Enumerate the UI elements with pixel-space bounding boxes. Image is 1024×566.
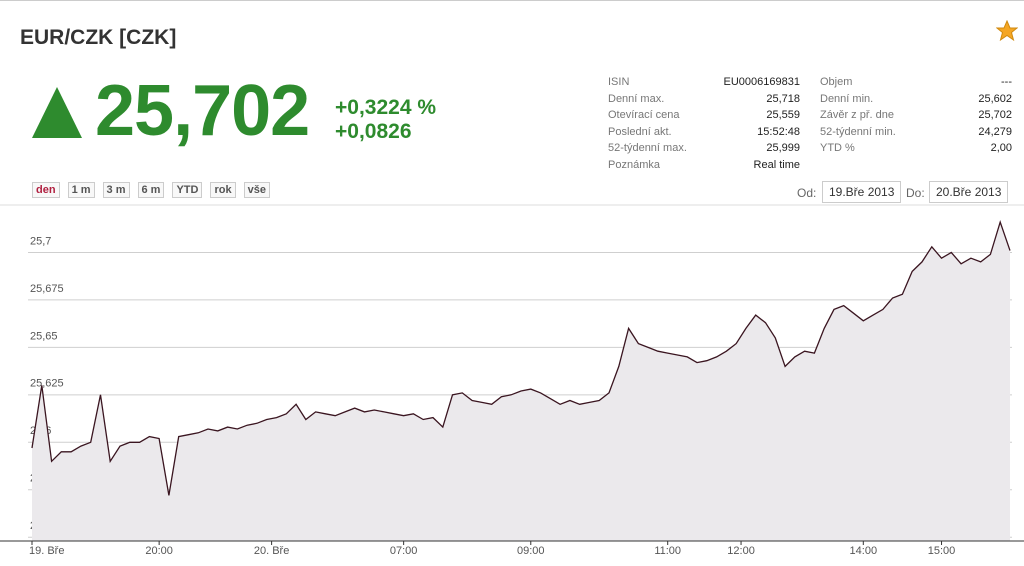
info-row: Poznámka Real time xyxy=(608,157,1012,174)
info-label: Poslední akt. xyxy=(608,125,672,138)
price: 25,702 xyxy=(95,71,310,151)
info-row: Poslední akt. 15:52:48 52-týdenní min. 24,2… xyxy=(608,124,1012,141)
range-button[interactable]: vše xyxy=(243,182,270,198)
y-tick-label: 25,65 xyxy=(30,330,58,342)
x-tick-label: 15:00 xyxy=(928,545,956,557)
up-arrow xyxy=(32,87,82,138)
info-label: YTD % xyxy=(820,142,855,155)
info-label: 52-týdenní max. xyxy=(608,142,687,155)
info-value: --- xyxy=(1001,76,1012,89)
from-label: Od: xyxy=(797,186,817,200)
info-value: 25,718 xyxy=(766,92,800,105)
x-tick-label: 11:00 xyxy=(654,545,681,557)
info-label: Poznámka xyxy=(608,158,660,171)
info-label: Závěr z př. dne xyxy=(820,109,894,122)
info-row: Otevírací cena 25,559 Závěr z př. dne 25,70… xyxy=(608,107,1012,124)
x-tick-label: 20. Bře xyxy=(254,545,289,557)
info-row: Denní max. 25,718 Denní min. 25,602 xyxy=(608,91,1012,108)
x-tick-label: 19. Bře xyxy=(29,545,64,557)
info-label: Objem xyxy=(820,76,853,89)
x-tick-label: 20:00 xyxy=(145,545,173,557)
change-abs: +0,0826 xyxy=(335,120,412,143)
info-value: 15:52:48 xyxy=(757,125,800,138)
info-value: 25,702 xyxy=(978,109,1012,122)
info-table: ISIN EU0006169831 Objem --- Denní max. 25,718… xyxy=(608,74,1012,173)
top-border xyxy=(0,0,1024,1)
y-tick-label: 25,7 xyxy=(30,235,51,247)
info-row: ISIN EU0006169831 Objem --- xyxy=(608,74,1012,91)
title: EUR/CZK [CZK] xyxy=(20,26,177,49)
range-buttons: den 1 m 3 m 6 m YTD rok vše xyxy=(32,182,270,198)
info-value: Real time xyxy=(753,158,800,171)
range-button[interactable]: rok xyxy=(210,182,236,198)
favorite-star[interactable] xyxy=(996,20,1018,42)
info-label: Otevírací cena xyxy=(608,109,680,122)
range-button[interactable]: 3 m xyxy=(102,182,130,198)
y-tick-label: 25,625 xyxy=(30,378,64,390)
from-date[interactable]: 19.Bře 2013 xyxy=(822,181,902,203)
range-button[interactable]: YTD xyxy=(172,182,203,198)
info-value: 2,00 xyxy=(990,142,1012,155)
info-label: Denní max. xyxy=(608,92,665,105)
range-button[interactable]: 1 m xyxy=(67,182,95,198)
info-value: 25,999 xyxy=(766,142,800,155)
x-tick-label: 07:00 xyxy=(390,545,418,557)
x-tick-label: 09:00 xyxy=(517,545,545,557)
x-tick-label: 12:00 xyxy=(727,545,755,557)
range-button[interactable]: den xyxy=(32,182,60,198)
info-value: 25,559 xyxy=(766,109,800,122)
area xyxy=(32,222,1010,541)
chart: 25,5525,57525,625,62525,6525,67525,719. … xyxy=(0,204,1024,557)
line xyxy=(31,219,1011,496)
y-tick-label: 25,675 xyxy=(30,283,64,295)
info-label: Denní min. xyxy=(820,92,874,105)
to-label: Do: xyxy=(906,186,925,200)
to-date[interactable]: 20.Bře 2013 xyxy=(929,181,1009,203)
info-label: 52-týdenní min. xyxy=(820,125,896,138)
x-tick-label: 14:00 xyxy=(850,545,878,557)
info-value: 24,279 xyxy=(978,125,1012,138)
info-label: ISIN xyxy=(608,76,630,89)
info-value: 25,602 xyxy=(978,92,1012,105)
info-row: 52-týdenní max. 25,999 YTD % 2,00 xyxy=(608,140,1012,157)
range-button[interactable]: 6 m xyxy=(137,182,165,198)
info-value: EU0006169831 xyxy=(723,76,800,89)
change-pct: +0,3224 % xyxy=(335,96,437,119)
